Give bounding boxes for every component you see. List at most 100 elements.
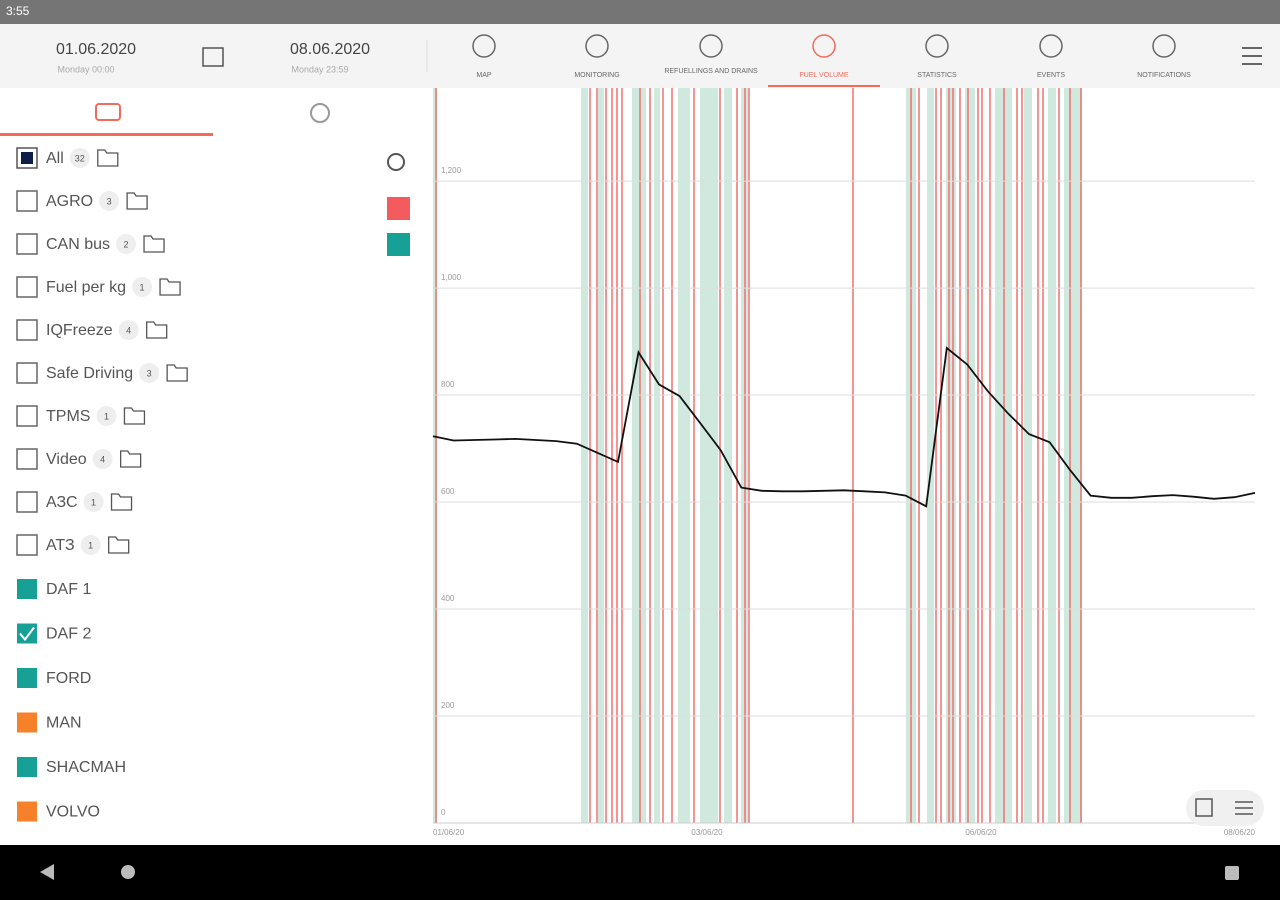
menu-icon[interactable]: [1242, 47, 1262, 65]
tab-label[interactable]: MAP: [476, 72, 492, 79]
vehicles-tab[interactable]: [95, 103, 121, 121]
tab-label[interactable]: MONITORING: [574, 72, 619, 79]
count-badge: [116, 234, 137, 254]
folder-icon[interactable]: [159, 278, 181, 296]
tab-icon[interactable]: [1039, 34, 1063, 58]
date-from-sub: Monday 00:00: [57, 64, 114, 74]
date-to[interactable]: 08.06.2020: [290, 41, 370, 58]
vehicle-name[interactable]: VOLVO: [46, 804, 100, 821]
folder-icon[interactable]: [97, 149, 119, 167]
folder-icon[interactable]: [166, 364, 188, 382]
search-icon[interactable]: [387, 153, 405, 171]
vehicle-name[interactable]: DAF 1: [46, 581, 91, 598]
event-band: [598, 88, 604, 823]
checkbox[interactable]: [16, 319, 38, 341]
group-count: 2: [124, 239, 129, 249]
tab-icon[interactable]: [472, 34, 496, 58]
group-name[interactable]: Fuel per kg: [46, 279, 126, 296]
group-name[interactable]: IQFreeze: [46, 322, 113, 339]
event-band: [927, 88, 934, 823]
x-tick-label: 03/06/20: [691, 828, 723, 837]
x-tick-label: 01/06/20: [433, 828, 465, 837]
folder-icon[interactable]: [108, 536, 130, 554]
tab-label[interactable]: STATISTICS: [917, 72, 957, 79]
checkbox[interactable]: [16, 190, 38, 212]
group-name[interactable]: AGRO: [46, 193, 93, 210]
folder-icon[interactable]: [110, 493, 133, 511]
tab-label[interactable]: EVENTS: [1037, 72, 1065, 79]
count-badge: [96, 406, 117, 426]
tab-icon[interactable]: [699, 34, 723, 58]
tab-label[interactable]: FUEL VOLUME: [799, 72, 848, 79]
group-name[interactable]: АЗС: [46, 494, 78, 511]
y-tick-label: 1,200: [441, 166, 462, 175]
group-count: 4: [100, 454, 105, 464]
group-name[interactable]: Video: [46, 451, 87, 468]
group-name[interactable]: TPMS: [46, 408, 90, 425]
folder-icon[interactable]: [123, 407, 146, 425]
y-tick-label: 200: [441, 701, 455, 710]
side-panel: [0, 88, 420, 845]
folder-icon[interactable]: [146, 321, 168, 339]
nav-recent[interactable]: [1225, 866, 1239, 880]
checkbox[interactable]: [16, 276, 38, 298]
group-count: 3: [147, 368, 152, 378]
tab-icon[interactable]: [585, 34, 609, 58]
nav-home[interactable]: [121, 865, 135, 879]
nav-back[interactable]: [40, 864, 54, 880]
vehicle-name[interactable]: FORD: [46, 670, 91, 687]
count-badge: [69, 148, 90, 168]
event-band: [678, 88, 690, 823]
vehicle-color[interactable]: [17, 623, 37, 644]
checkbox[interactable]: [16, 491, 38, 513]
vehicle-color[interactable]: [17, 579, 37, 599]
checkbox[interactable]: [16, 233, 38, 255]
group-count: 3: [107, 196, 112, 206]
count-badge: [92, 449, 113, 469]
checkbox[interactable]: [16, 405, 38, 427]
vehicle-color[interactable]: [17, 757, 37, 777]
count-badge: [99, 191, 120, 211]
drivers-tab[interactable]: [310, 103, 330, 123]
checkbox[interactable]: [16, 534, 38, 556]
checkbox[interactable]: [16, 448, 38, 470]
event-band: [433, 88, 437, 823]
vehicle-color[interactable]: [17, 801, 37, 822]
tab-icon[interactable]: [925, 34, 949, 58]
x-tick-label: 06/06/20: [965, 828, 997, 837]
group-name[interactable]: All: [46, 150, 64, 167]
y-tick-label: 800: [441, 380, 455, 389]
vehicle-color[interactable]: [17, 712, 37, 733]
filter-red[interactable]: [387, 197, 410, 220]
tab-icon[interactable]: [1152, 34, 1176, 58]
tab-icon[interactable]: [812, 34, 836, 58]
folder-icon[interactable]: [126, 192, 148, 210]
count-badge: [80, 535, 101, 555]
layout-button[interactable]: [1195, 798, 1213, 817]
group-name[interactable]: АТЗ: [46, 537, 75, 554]
event-band: [1064, 88, 1082, 823]
swap-icon[interactable]: [202, 47, 224, 67]
y-tick-label: 0: [441, 808, 446, 817]
vehicle-name[interactable]: SHACMAH: [46, 759, 126, 776]
status-time: 3:55: [6, 4, 30, 18]
folder-icon[interactable]: [143, 235, 165, 253]
tab-label[interactable]: NOTIFICATIONS: [1137, 72, 1191, 79]
tab-label[interactable]: REFUELLINGS AND DRAINS: [664, 68, 758, 75]
tab-underline: [0, 133, 213, 136]
vehicle-name[interactable]: MAN: [46, 715, 82, 732]
event-band: [1024, 88, 1032, 823]
y-tick-label: 600: [441, 487, 455, 496]
vehicle-name[interactable]: DAF 2: [46, 626, 91, 643]
checkbox[interactable]: [16, 362, 38, 384]
group-count: 1: [104, 411, 109, 421]
filter-teal[interactable]: [387, 233, 410, 256]
vehicle-color[interactable]: [17, 668, 37, 688]
check-mark: [19, 626, 35, 642]
folder-icon[interactable]: [119, 450, 142, 468]
group-name[interactable]: Safe Driving: [46, 365, 133, 382]
group-name[interactable]: CAN bus: [46, 236, 110, 253]
checkbox-fill: [21, 152, 33, 164]
settings-button[interactable]: [1235, 801, 1253, 815]
date-from[interactable]: 01.06.2020: [56, 41, 136, 58]
